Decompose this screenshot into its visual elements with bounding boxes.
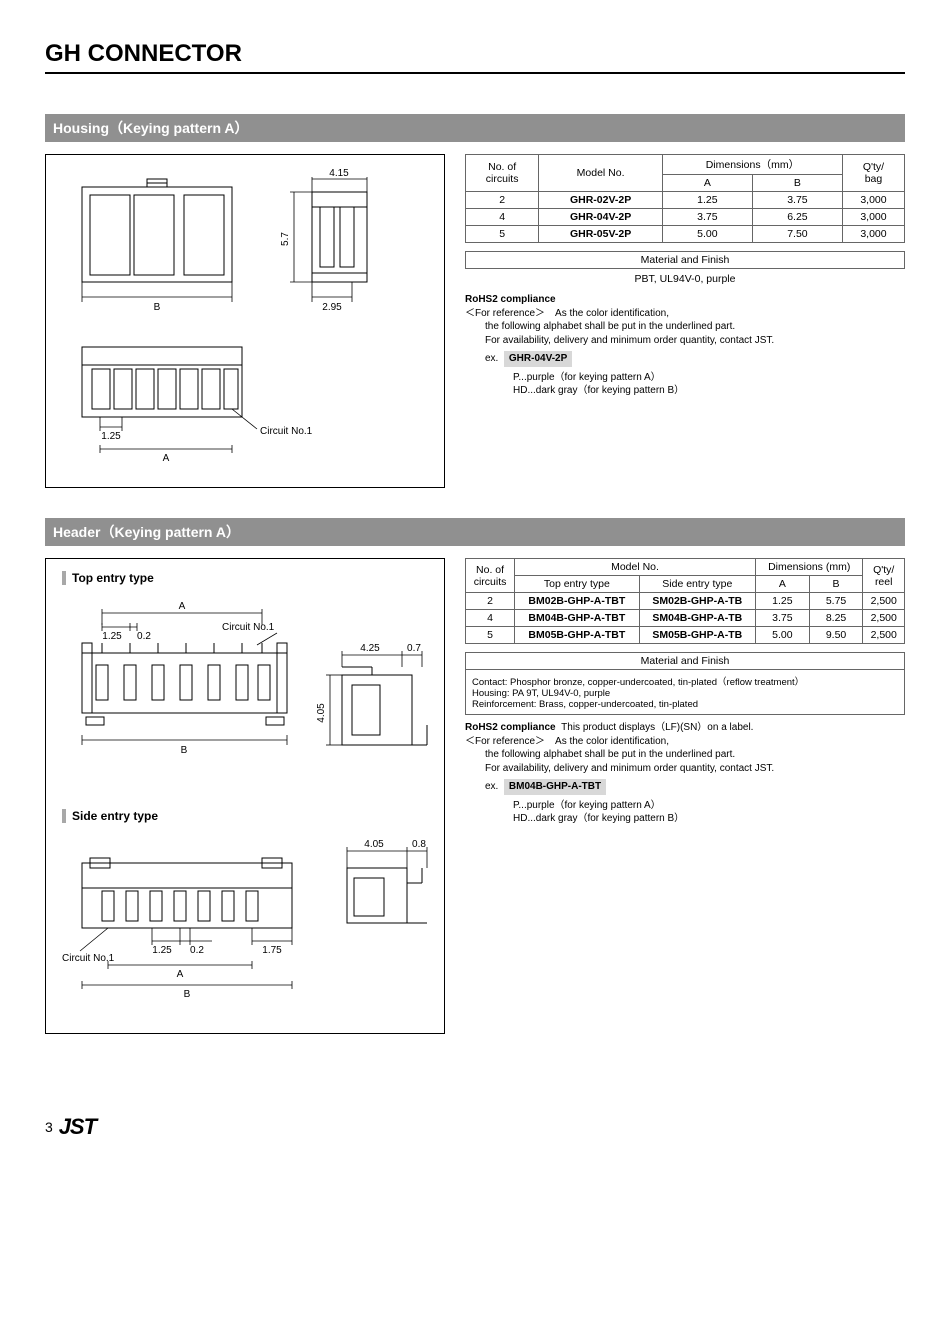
dim-57: 5.7 — [280, 232, 291, 246]
material-text: PBT, UL94V-0, purple — [465, 273, 905, 285]
mat-line: Housing: PA 9T, UL94V-0, purple — [472, 688, 898, 699]
table-row: 2 GHR-02V-2P 1.25 3.75 3,000 — [466, 192, 905, 209]
dim-02: 0.2 — [137, 631, 151, 642]
dim-405v: 4.05 — [316, 703, 327, 723]
dim-295: 2.95 — [322, 302, 342, 313]
material-header: Material and Finish — [465, 251, 905, 269]
dim-07: 0.7 — [407, 643, 421, 654]
ex-detail: HD...dark gray（for keying pattern B） — [513, 812, 905, 826]
header-table: No. of circuits Model No. Dimensions (mm… — [465, 558, 905, 644]
dim-125b: 1.25 — [152, 945, 172, 956]
dim-425: 4.25 — [360, 643, 380, 654]
rohs-text: This product displays（LF)(SN）on a label. — [561, 722, 753, 733]
page-title: GH CONNECTOR — [45, 40, 905, 74]
ref-line: ＜For reference＞ As the color identificat… — [465, 307, 905, 321]
ref-line: the following alphabet shall be put in t… — [485, 320, 905, 334]
table-row: 5 BM05B-GHP-A-TBT SM05B-GHP-A-TB 5.00 9.… — [466, 627, 905, 644]
header-section: Header（Keying pattern A） Top entry type … — [45, 518, 905, 1034]
ex-box: GHR-04V-2P — [504, 351, 572, 367]
ex-detail: P...purple（for keying pattern A） — [513, 799, 905, 813]
housing-diagram: B 4.15 — [45, 154, 445, 488]
dim-405: 4.05 — [364, 839, 384, 850]
dim-B: B — [154, 302, 161, 313]
ex-box: BM04B-GHP-A-TBT — [504, 779, 606, 795]
col-qty: Q'ty/ reel — [863, 559, 905, 593]
table-row: 2 BM02B-GHP-A-TBT SM02B-GHP-A-TB 1.25 5.… — [466, 593, 905, 610]
housing-section: Housing（Keying pattern A） — [45, 114, 905, 488]
col-circuits: No. of circuits — [466, 559, 515, 593]
header-sec-header: Header（Keying pattern A） — [45, 518, 905, 546]
table-row: 5 GHR-05V-2P 5.00 7.50 3,000 — [466, 226, 905, 243]
dim-08: 0.8 — [412, 839, 426, 850]
ex-label: ex. — [485, 781, 498, 792]
page-footer: 3 JST — [45, 1114, 905, 1140]
material-details: Contact: Phosphor bronze, copper-underco… — [465, 670, 905, 715]
col-top: Top entry type — [515, 576, 640, 593]
ref-line: the following alphabet shall be put in t… — [485, 748, 905, 762]
housing-notes: RoHS2 compliance ＜For reference＞ As the … — [465, 293, 905, 398]
dim-415: 4.15 — [329, 168, 349, 179]
mat-line: Reinforcement: Brass, copper-undercoated… — [472, 699, 898, 710]
col-B: B — [809, 576, 863, 593]
circuit-no1-label: Circuit No.1 — [62, 953, 115, 964]
page-number: 3 — [45, 1119, 53, 1135]
header-notes: RoHS2 compliance This product displays（L… — [465, 721, 905, 826]
mat-line: Contact: Phosphor bronze, copper-underco… — [472, 674, 898, 688]
ref-line: ＜For reference＞ As the color identificat… — [465, 735, 905, 749]
dim-125: 1.25 — [101, 431, 121, 442]
dim-175: 1.75 — [262, 945, 282, 956]
dim-02b: 0.2 — [190, 945, 204, 956]
col-model: Model No. — [515, 559, 756, 576]
ex-label: ex. — [485, 353, 498, 364]
dim-A: A — [179, 601, 186, 612]
dim-125: 1.25 — [102, 631, 122, 642]
dim-B: B — [181, 745, 188, 756]
housing-header: Housing（Keying pattern A） — [45, 114, 905, 142]
circuit-no1-label: Circuit No.1 — [260, 426, 313, 437]
col-A: A — [662, 175, 752, 192]
material-header: Material and Finish — [465, 652, 905, 670]
rohs-label: RoHS2 compliance — [465, 722, 556, 733]
jst-logo: JST — [59, 1114, 96, 1140]
col-dim: Dimensions（mm） — [662, 155, 842, 175]
ref-line: For availability, delivery and minimum o… — [485, 762, 905, 776]
ref-line: For availability, delivery and minimum o… — [485, 334, 905, 348]
dim-A: A — [163, 453, 170, 464]
circuit-no1-label: Circuit No.1 — [222, 622, 275, 633]
rohs-label: RoHS2 compliance — [465, 294, 556, 305]
col-dim: Dimensions (mm) — [755, 559, 862, 576]
dim-Bb: B — [184, 989, 191, 1000]
col-model: Model No. — [539, 155, 663, 192]
col-A: A — [755, 576, 809, 593]
col-side: Side entry type — [639, 576, 755, 593]
col-qty: Q'ty/ bag — [842, 155, 904, 192]
side-entry-heading: Side entry type — [62, 809, 428, 823]
table-row: 4 GHR-04V-2P 3.75 6.25 3,000 — [466, 209, 905, 226]
ex-detail: HD...dark gray（for keying pattern B） — [513, 384, 905, 398]
top-entry-heading: Top entry type — [62, 571, 428, 585]
col-B: B — [752, 175, 842, 192]
table-row: 4 BM04B-GHP-A-TBT SM04B-GHP-A-TB 3.75 8.… — [466, 610, 905, 627]
ex-detail: P...purple（for keying pattern A） — [513, 371, 905, 385]
col-circuits: No. of circuits — [466, 155, 539, 192]
dim-Ab: A — [177, 969, 184, 980]
header-diagram: Top entry type A — [45, 558, 445, 1034]
housing-table: No. of circuits Model No. Dimensions（mm）… — [465, 154, 905, 243]
